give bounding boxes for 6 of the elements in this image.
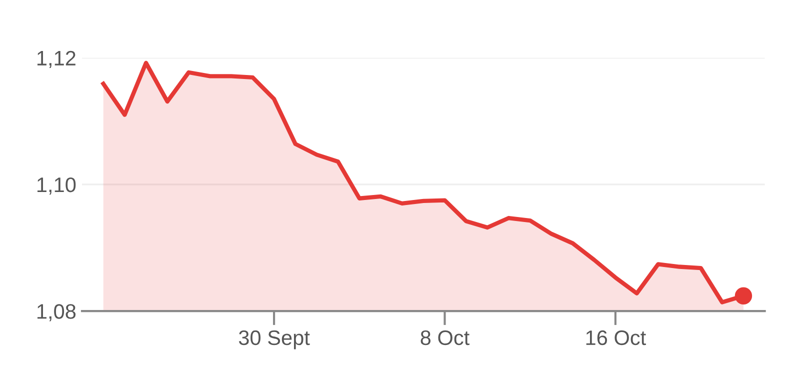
y-tick-label: 1,10: [37, 177, 76, 195]
x-tick-label: 8 Oct: [420, 330, 470, 346]
x-tick-label: 16 Oct: [586, 330, 646, 346]
y-tick-label: 1,08: [37, 304, 76, 322]
x-tick-label: 30 Sept: [238, 330, 310, 350]
y-tick-label: 1,12: [37, 50, 76, 68]
